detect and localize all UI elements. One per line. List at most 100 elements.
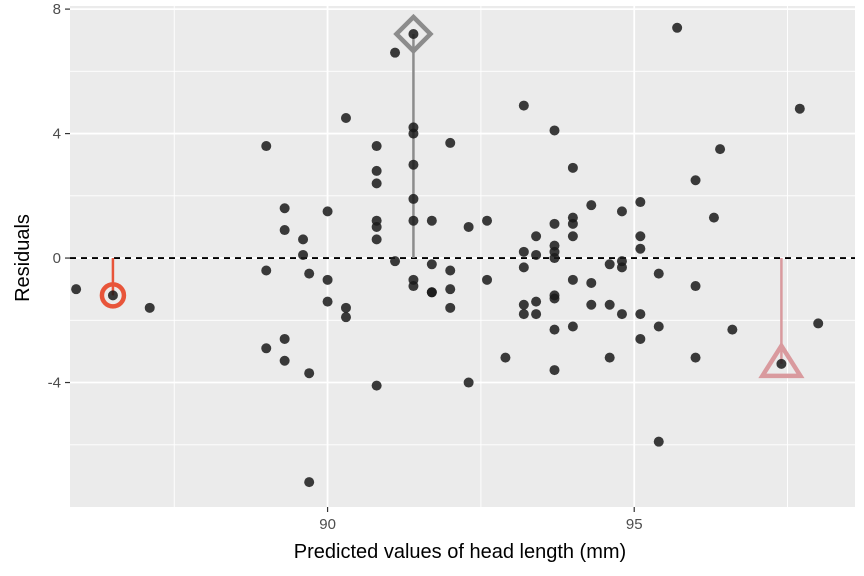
data-point	[616, 206, 627, 217]
data-point	[304, 368, 315, 379]
data-point	[567, 162, 578, 173]
data-point	[549, 125, 560, 136]
data-point	[518, 100, 529, 111]
plot-panel	[70, 6, 855, 507]
data-point	[408, 215, 419, 226]
data-point	[298, 234, 309, 245]
data-point	[586, 200, 597, 211]
data-point	[261, 265, 272, 276]
highlight-diamond-marker	[393, 13, 434, 55]
major-gridlines	[70, 6, 855, 507]
data-point	[776, 358, 787, 369]
data-point	[340, 113, 351, 124]
data-point	[549, 218, 560, 229]
data-point	[371, 221, 382, 232]
data-point	[635, 243, 646, 254]
data-point	[426, 215, 437, 226]
data-point	[482, 215, 493, 226]
data-point	[604, 259, 615, 270]
data-point	[635, 231, 646, 242]
data-point	[635, 309, 646, 320]
data-point	[340, 312, 351, 323]
data-point	[463, 377, 474, 388]
data-point	[261, 141, 272, 152]
highlight-markers	[99, 13, 805, 379]
x-tick-label: 95	[626, 516, 643, 533]
data-point	[322, 274, 333, 285]
data-point	[408, 159, 419, 170]
data-point	[653, 436, 664, 447]
data-point	[371, 141, 382, 152]
data-point	[463, 221, 474, 232]
y-tick-label: 0	[53, 250, 61, 267]
data-point	[445, 137, 456, 148]
data-point	[531, 296, 542, 307]
data-point	[322, 206, 333, 217]
data-point	[813, 318, 824, 329]
data-point	[586, 277, 597, 288]
data-point	[549, 293, 560, 304]
data-point	[531, 309, 542, 320]
data-point	[144, 302, 155, 313]
data-points	[71, 22, 824, 488]
data-point	[567, 321, 578, 332]
data-point	[445, 302, 456, 313]
data-point	[261, 343, 272, 354]
data-point	[616, 262, 627, 273]
data-point	[616, 309, 627, 320]
data-point	[445, 284, 456, 295]
data-point	[653, 321, 664, 332]
y-tick-label: -4	[48, 375, 61, 392]
data-point	[518, 299, 529, 310]
data-point	[107, 290, 118, 301]
y-axis-title: Residuals	[12, 214, 34, 302]
x-axis-ticks: 90 95	[319, 507, 643, 533]
x-tick-label: 90	[319, 516, 336, 533]
data-point	[408, 193, 419, 204]
data-point	[549, 365, 560, 376]
data-point	[708, 212, 719, 223]
data-point	[518, 246, 529, 257]
data-point	[279, 333, 290, 344]
data-point	[298, 249, 309, 260]
data-point	[518, 309, 529, 320]
data-point	[445, 265, 456, 276]
data-point	[518, 262, 529, 273]
data-point	[567, 231, 578, 242]
data-point	[279, 203, 290, 214]
highlight-circle-marker	[99, 282, 127, 309]
data-point	[690, 281, 701, 292]
minor-gridlines	[70, 6, 855, 507]
data-point	[279, 355, 290, 366]
data-point	[567, 274, 578, 285]
data-point	[635, 197, 646, 208]
data-point	[371, 165, 382, 176]
data-point	[549, 253, 560, 264]
data-point	[715, 144, 726, 155]
data-point	[586, 299, 597, 310]
data-point	[371, 178, 382, 189]
data-point	[371, 234, 382, 245]
data-point	[426, 259, 437, 270]
data-point	[390, 256, 401, 267]
data-point	[408, 29, 419, 40]
data-point	[426, 287, 437, 298]
data-point	[604, 299, 615, 310]
data-point	[322, 296, 333, 307]
data-point	[408, 128, 419, 139]
data-point	[390, 47, 401, 58]
data-point	[549, 324, 560, 335]
data-point	[279, 225, 290, 236]
x-axis-title: Predicted values of head length (mm)	[294, 541, 626, 563]
data-point	[531, 231, 542, 242]
y-tick-label: 8	[53, 1, 61, 18]
data-point	[794, 103, 805, 114]
data-point	[482, 274, 493, 285]
data-point	[304, 477, 315, 488]
data-point	[727, 324, 738, 335]
data-point	[635, 333, 646, 344]
data-point	[304, 268, 315, 279]
data-point	[71, 284, 82, 295]
data-point	[690, 175, 701, 186]
data-point	[371, 380, 382, 391]
